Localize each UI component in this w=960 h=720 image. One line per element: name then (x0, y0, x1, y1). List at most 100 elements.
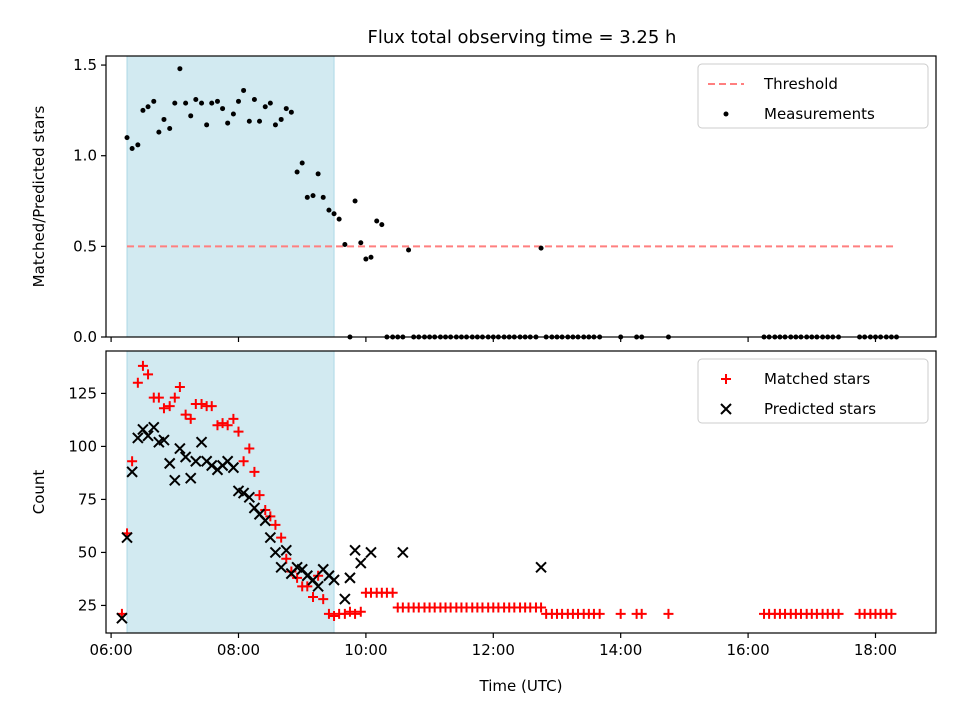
measurement-point (214, 98, 220, 104)
predicted-star-point (158, 434, 170, 446)
predicted-star-point (163, 457, 176, 470)
y-tick-label: 1.5 (73, 56, 97, 74)
predicted-star-point (328, 574, 340, 586)
measurement-point (304, 194, 310, 200)
matched-star-point (132, 377, 143, 388)
measurement-point (299, 160, 305, 166)
measurement-point (262, 104, 268, 110)
axes-frame (105, 350, 937, 634)
measurement-point (167, 126, 173, 132)
legend-predicted-swatch (720, 403, 732, 415)
predicted-star-point (148, 421, 160, 434)
series-predicted-stars (116, 421, 547, 624)
measurement-point (193, 97, 199, 103)
count-plot: 25 50 75 100 125 06:00 08:00 10:00 12:00 14:00 16:… (30, 350, 937, 695)
predicted-star-point (121, 531, 133, 544)
measurement-point (140, 107, 146, 113)
legend-box (697, 63, 929, 129)
matched-star-point (174, 382, 185, 393)
matched-star-point (339, 608, 350, 619)
chart-title: Flux total observing time = 3.25 h (368, 27, 677, 48)
measurement-point (315, 171, 321, 177)
x-tick-label: 06:00 (89, 641, 132, 659)
predicted-star-point (206, 459, 218, 472)
legend-entry-label: Matched stars (764, 370, 870, 388)
measurement-point (225, 120, 231, 126)
y-tick-label: 75 (78, 490, 97, 508)
legend: Matched stars Predicted stars (697, 358, 929, 424)
measurement-point (272, 122, 278, 128)
measurement-point (161, 116, 167, 122)
measurement-point (183, 100, 189, 106)
measurement-point (331, 211, 337, 217)
measurement-point (246, 118, 252, 124)
y-tick-label: 0.0 (73, 328, 97, 346)
matched-star-point (594, 608, 605, 619)
measurement-point (235, 98, 241, 104)
measurement-point (251, 97, 257, 103)
measurement-point (368, 254, 374, 260)
predicted-star-point (116, 612, 128, 624)
matched-star-point (233, 426, 244, 437)
measurement-point (283, 106, 289, 112)
legend-matched-swatch (721, 374, 731, 384)
legend-entry-label: Measurements (764, 105, 875, 123)
measurement-point (336, 216, 342, 222)
measurement-point (326, 207, 332, 213)
measurement-point (241, 87, 247, 93)
measurement-point (199, 100, 205, 106)
matched-star-point (249, 466, 260, 477)
legend-entry-label: Threshold (763, 75, 838, 93)
measurement-point (342, 242, 348, 248)
matched-star-point (302, 581, 313, 592)
matched-star-point (281, 553, 292, 564)
matched-star-point (387, 587, 398, 598)
measurement-point (267, 100, 273, 106)
matched-star-point (329, 611, 340, 622)
predicted-star-point (355, 557, 367, 569)
predicted-star-point (301, 570, 313, 582)
matched-star-point (615, 608, 626, 619)
predicted-star-point (312, 580, 324, 593)
y-tick-label: 0.5 (73, 237, 97, 255)
predicted-star-point (269, 546, 282, 559)
matched-star-point (180, 409, 191, 420)
series-matched-stars (117, 361, 897, 622)
measurement-point (145, 104, 151, 110)
matched-star-point (260, 505, 271, 516)
measurement-point (363, 256, 369, 262)
matched-star-point (212, 420, 223, 431)
matched-star-point (318, 594, 329, 605)
predicted-star-point (275, 561, 287, 573)
matched-star-point (536, 602, 547, 613)
matched-star-point (169, 392, 180, 403)
predicted-star-point (259, 514, 271, 527)
measurement-point (209, 100, 215, 106)
predicted-star-point (243, 491, 256, 504)
matched-star-point (270, 519, 281, 530)
x-tick-label: 14:00 (599, 641, 642, 659)
matched-star-point (185, 413, 196, 424)
x-tick-label: 10:00 (344, 641, 387, 659)
matched-star-point (222, 420, 233, 431)
measurement-point (188, 113, 194, 119)
y-tick-label: 50 (78, 543, 97, 561)
matched-star-point (355, 606, 366, 617)
measurement-point (156, 129, 162, 135)
matched-star-point (636, 608, 647, 619)
measurement-point (172, 100, 178, 106)
y-tick-label: 25 (78, 596, 97, 614)
observing-span-shade (126, 55, 335, 338)
predicted-star-point (179, 451, 192, 463)
predicted-star-point (195, 436, 208, 448)
matched-star-point (164, 401, 175, 412)
matched-star-point (228, 413, 239, 424)
measurement-point (129, 145, 135, 151)
predicted-star-point (142, 430, 154, 442)
x-tick-label: 18:00 (854, 641, 897, 659)
measurement-point (288, 109, 294, 115)
predicted-star-point (339, 593, 351, 605)
measurement-point (374, 218, 380, 224)
ratio-plot: 0.0 0.5 1.0 1.5 Matched/Predicted stars Thres… (30, 55, 937, 346)
predicted-star-point (169, 474, 181, 487)
